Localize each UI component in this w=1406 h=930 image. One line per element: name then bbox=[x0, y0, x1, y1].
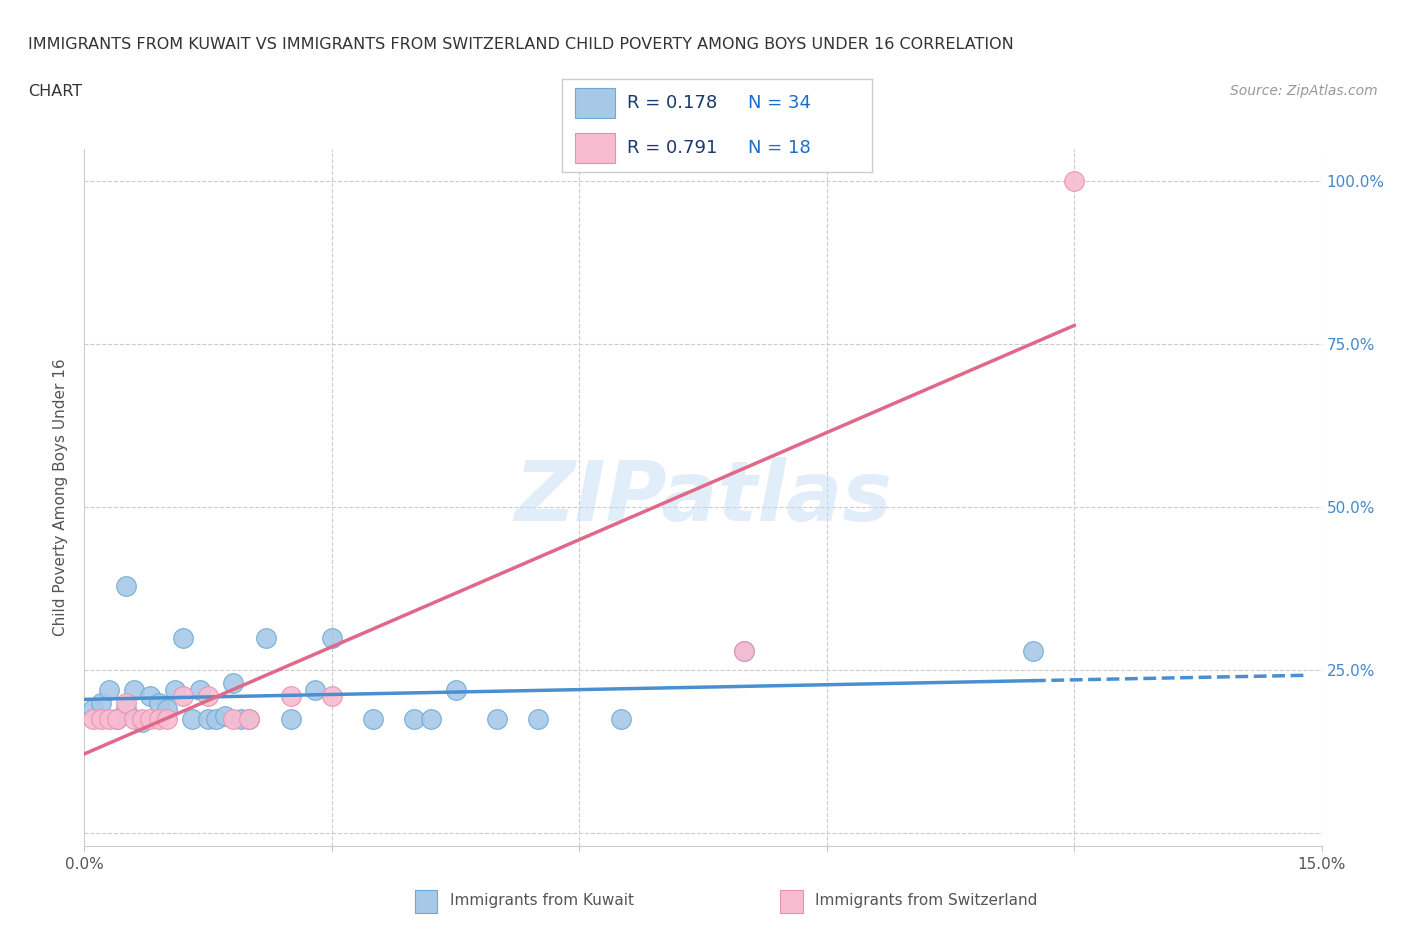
Bar bbox=[575, 133, 614, 163]
Point bbox=[131, 715, 153, 730]
Text: R = 0.791: R = 0.791 bbox=[627, 139, 717, 157]
Point bbox=[304, 683, 326, 698]
Point bbox=[156, 711, 179, 726]
Point bbox=[214, 709, 236, 724]
Text: R = 0.178: R = 0.178 bbox=[627, 94, 717, 113]
Text: Immigrants from Switzerland: Immigrants from Switzerland bbox=[815, 893, 1038, 908]
Point bbox=[238, 711, 260, 726]
Point bbox=[114, 702, 136, 717]
Point bbox=[280, 689, 302, 704]
Point bbox=[188, 683, 211, 698]
Point bbox=[197, 689, 219, 704]
Point bbox=[321, 689, 343, 704]
Point bbox=[229, 711, 252, 726]
Point bbox=[527, 711, 550, 726]
Point bbox=[156, 702, 179, 717]
Point bbox=[105, 711, 128, 726]
Point bbox=[105, 711, 128, 726]
Text: N = 34: N = 34 bbox=[748, 94, 811, 113]
Point bbox=[90, 696, 112, 711]
Point bbox=[419, 711, 441, 726]
Point bbox=[131, 711, 153, 726]
Text: N = 18: N = 18 bbox=[748, 139, 811, 157]
Point bbox=[114, 696, 136, 711]
Text: Immigrants from Kuwait: Immigrants from Kuwait bbox=[450, 893, 634, 908]
Point bbox=[444, 683, 467, 698]
Point bbox=[139, 689, 162, 704]
Text: CHART: CHART bbox=[28, 84, 82, 99]
Point bbox=[172, 631, 194, 645]
Point bbox=[205, 711, 228, 726]
Point bbox=[114, 578, 136, 593]
Point bbox=[165, 683, 187, 698]
Point bbox=[180, 711, 202, 726]
Bar bbox=[575, 88, 614, 118]
Text: Source: ZipAtlas.com: Source: ZipAtlas.com bbox=[1230, 84, 1378, 98]
Point bbox=[139, 711, 162, 726]
Point bbox=[222, 711, 245, 726]
Point bbox=[485, 711, 508, 726]
Point bbox=[254, 631, 277, 645]
Point bbox=[1063, 174, 1085, 189]
Point bbox=[1022, 644, 1045, 658]
Point bbox=[609, 711, 631, 726]
Point bbox=[733, 644, 755, 658]
Point bbox=[98, 683, 121, 698]
Text: ZIPatlas: ZIPatlas bbox=[515, 457, 891, 538]
Point bbox=[122, 711, 145, 726]
Text: IMMIGRANTS FROM KUWAIT VS IMMIGRANTS FROM SWITZERLAND CHILD POVERTY AMONG BOYS U: IMMIGRANTS FROM KUWAIT VS IMMIGRANTS FRO… bbox=[28, 37, 1014, 52]
Point bbox=[172, 689, 194, 704]
Point bbox=[82, 711, 104, 726]
Point bbox=[238, 711, 260, 726]
Point bbox=[90, 711, 112, 726]
Point bbox=[148, 711, 170, 726]
Point bbox=[321, 631, 343, 645]
Point bbox=[122, 683, 145, 698]
Point bbox=[222, 676, 245, 691]
Point bbox=[82, 702, 104, 717]
Point bbox=[280, 711, 302, 726]
Point bbox=[733, 644, 755, 658]
Point bbox=[98, 711, 121, 726]
Point bbox=[361, 711, 384, 726]
Point bbox=[197, 711, 219, 726]
Point bbox=[148, 696, 170, 711]
Y-axis label: Child Poverty Among Boys Under 16: Child Poverty Among Boys Under 16 bbox=[53, 359, 69, 636]
Point bbox=[404, 711, 426, 726]
